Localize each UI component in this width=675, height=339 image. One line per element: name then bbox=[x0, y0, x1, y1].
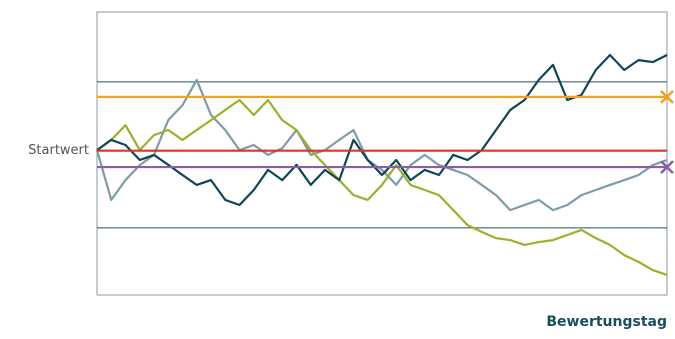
plot-frame bbox=[96, 11, 668, 296]
x-axis-label: Bewertungstag bbox=[546, 314, 667, 330]
level-marker bbox=[660, 90, 674, 104]
series-line bbox=[95, 78, 668, 212]
y-tick-label: Startwert bbox=[28, 143, 89, 158]
series-line bbox=[96, 98, 668, 276]
level-marker bbox=[660, 160, 674, 174]
series-line bbox=[96, 53, 668, 207]
